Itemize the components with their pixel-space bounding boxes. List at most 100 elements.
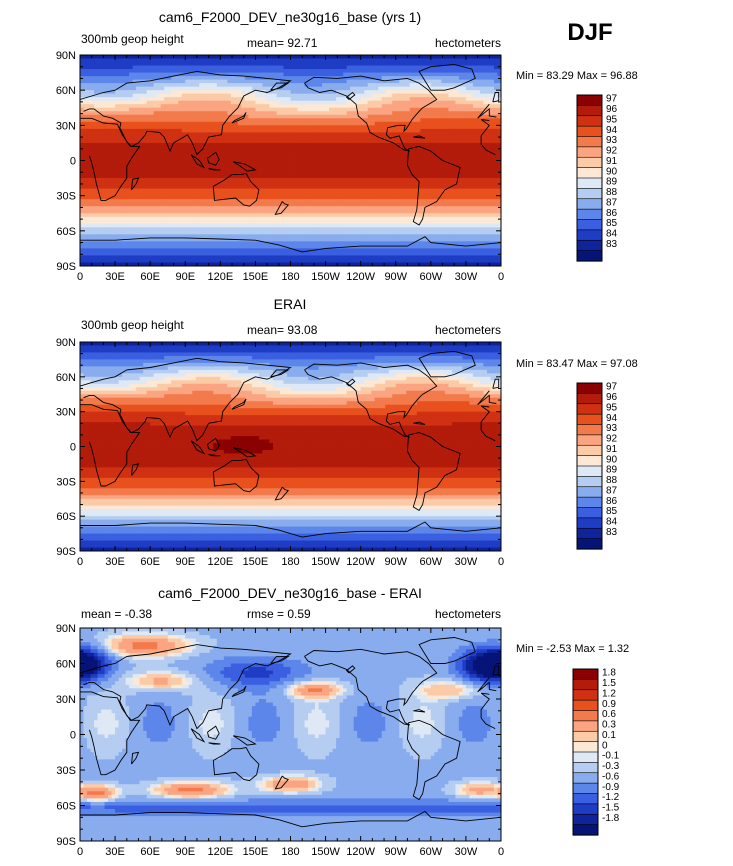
map-cell [258, 199, 264, 204]
map-cell [181, 174, 186, 179]
map-cell [153, 97, 158, 102]
map-cell [406, 114, 411, 119]
map-cell [244, 167, 249, 172]
map-cell [315, 65, 320, 70]
map-cell [420, 121, 425, 126]
map-cell [255, 83, 260, 88]
map-cell [290, 62, 295, 67]
map-cell [371, 107, 376, 112]
map-cell [497, 72, 501, 77]
map-cell [290, 100, 295, 105]
map-cell [336, 132, 341, 137]
map-cell [132, 111, 137, 116]
map-cell [80, 79, 85, 84]
map-cell [83, 156, 88, 162]
map-cell [276, 58, 281, 63]
map-cell [146, 58, 151, 63]
map-cell [129, 178, 134, 183]
map-cell [332, 125, 337, 130]
map-cell [111, 135, 116, 140]
map-cell [406, 135, 411, 140]
map-cell [465, 69, 471, 74]
map-cell [129, 185, 134, 190]
map-cell [115, 153, 120, 158]
map-cell [304, 62, 309, 67]
map-cell [108, 146, 113, 151]
map-cell [104, 171, 109, 176]
map-cell [241, 62, 246, 67]
map-cell [325, 86, 330, 91]
map-cell [104, 181, 109, 186]
map-cell [378, 93, 383, 98]
map-cell [213, 171, 218, 176]
map-cell [87, 156, 92, 162]
map-cell [409, 62, 414, 67]
map-cell [409, 192, 414, 197]
map-cell [402, 142, 407, 148]
map-cell [104, 160, 109, 165]
map-cell [115, 76, 120, 81]
map-cell [469, 86, 474, 91]
map-cell [265, 62, 271, 67]
map-cell [101, 188, 106, 193]
map-cell [329, 58, 334, 63]
map-cell [244, 171, 249, 176]
map-cell [286, 65, 292, 70]
map-cell [329, 188, 334, 193]
map-cell [153, 192, 158, 197]
map-cell [343, 79, 348, 84]
map-cell [269, 195, 274, 200]
map-cell [97, 160, 102, 165]
map-cell [486, 188, 492, 193]
map-cell [195, 90, 200, 95]
map-cell [80, 178, 85, 183]
map-cell [199, 97, 204, 102]
map-cell [353, 90, 358, 95]
map-cell [164, 178, 169, 183]
map-cell [209, 97, 214, 102]
map-cell [332, 135, 337, 140]
map-cell [458, 121, 464, 126]
map-cell [87, 178, 92, 183]
map-cell [283, 128, 288, 133]
map-cell [472, 128, 478, 133]
map-cell [301, 174, 306, 179]
map-cell [462, 97, 467, 102]
map-cell [129, 107, 134, 112]
map-cell [329, 195, 334, 200]
map-cell [294, 181, 299, 186]
map-cell [343, 62, 348, 67]
map-cell [434, 55, 439, 60]
map-cell [244, 104, 249, 109]
map-cell [346, 142, 351, 148]
map-cell [353, 164, 358, 169]
map-cell [265, 153, 271, 158]
map-cell [206, 199, 211, 204]
map-cell [237, 79, 242, 84]
map-cell [146, 188, 151, 193]
map-cell [265, 111, 271, 116]
map-cell [206, 111, 211, 116]
map-cell [430, 86, 435, 91]
map-cell [479, 146, 485, 151]
map-cell [472, 125, 478, 130]
map-cell [283, 86, 288, 91]
map-cell [423, 69, 428, 74]
map-cell [213, 121, 218, 126]
map-cell [171, 174, 176, 179]
map-cell [483, 114, 488, 119]
map-cell [392, 185, 397, 190]
map-cell [399, 86, 404, 91]
map-cell [420, 192, 425, 197]
map-cell [262, 93, 267, 98]
map-cell [455, 174, 460, 179]
map-cell [336, 90, 341, 95]
map-cell [311, 104, 316, 109]
map-cell [87, 58, 92, 63]
map-cell [294, 62, 299, 67]
map-cell [223, 72, 228, 77]
map-cell [448, 164, 453, 169]
map-cell [462, 164, 467, 169]
map-cell [279, 178, 285, 183]
map-cell [160, 167, 165, 172]
